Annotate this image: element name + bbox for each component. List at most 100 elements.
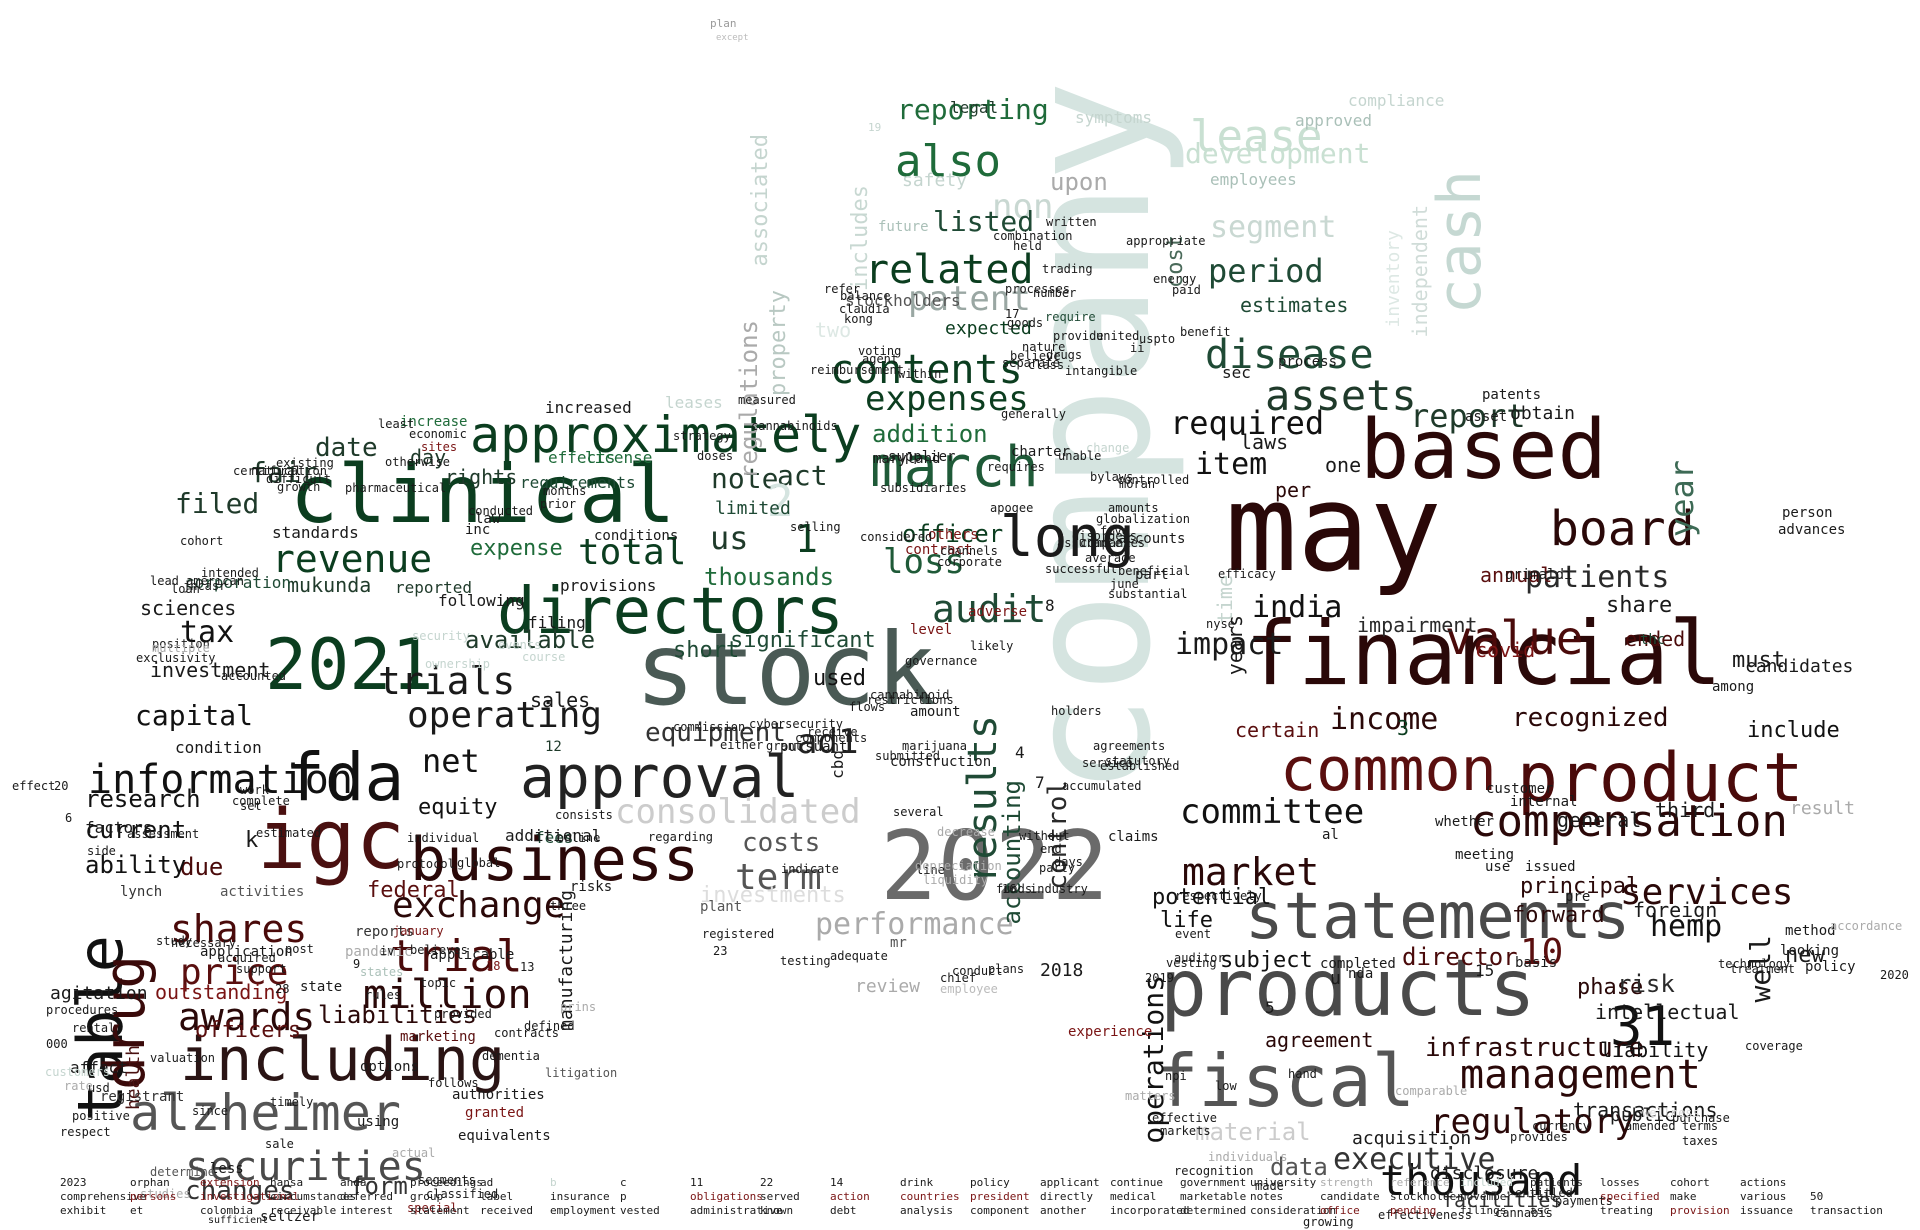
word-2019: 2019: [1145, 971, 1174, 985]
word-directly: directly: [1040, 1190, 1093, 1203]
word-adequate: adequate: [830, 949, 888, 963]
word-economic: economic: [409, 427, 467, 441]
word-information: information: [88, 757, 353, 803]
word-made: made: [1255, 1179, 1284, 1193]
word-follows: follows: [428, 1076, 479, 1090]
word-intangible: intangible: [1065, 364, 1138, 378]
word-average: average: [1085, 551, 1136, 565]
word-available: available: [465, 626, 596, 654]
word-2022: 2022: [880, 812, 1109, 922]
word-course: course: [522, 650, 566, 664]
word-group: group: [410, 1190, 444, 1203]
word-energy: energy: [1153, 272, 1197, 286]
word-increased: increased: [545, 398, 632, 417]
word-provides: provides: [1510, 1130, 1568, 1144]
word-subject: subject: [1220, 948, 1313, 973]
word-segment: segment: [1210, 210, 1337, 245]
word-markets: markets: [1160, 1124, 1211, 1138]
word-candidates: candidates: [1745, 656, 1854, 677]
word-procedures: procedures: [46, 1003, 119, 1017]
word-annual: annual: [1480, 563, 1553, 587]
word-authorities: authorities: [452, 1087, 545, 1103]
word-trading: trading: [1042, 262, 1093, 276]
word-vested: vested: [620, 1204, 660, 1217]
word-material: material: [1195, 1118, 1311, 1146]
word-included: included: [1460, 1176, 1513, 1189]
word-p: p: [620, 1190, 627, 1203]
word-price: price: [180, 952, 289, 993]
word-january: january: [393, 924, 444, 938]
word-certification: certification: [233, 464, 327, 478]
word-served: served: [760, 1190, 800, 1203]
word-2: 2: [767, 476, 794, 527]
word-npi: npi: [1165, 1069, 1187, 1083]
word-construction: construction: [890, 754, 992, 770]
word-16: 16: [1002, 882, 1017, 896]
word-otherwise: otherwise: [385, 455, 451, 469]
word-hemp: hemp: [1650, 909, 1723, 944]
word-without: without: [1019, 829, 1070, 843]
word-transaction: transaction: [1810, 1204, 1883, 1217]
word-litigation: litigation: [545, 1066, 618, 1080]
word-11: 11: [690, 1176, 704, 1189]
word-board: board: [1550, 501, 1695, 557]
word-ad1: ad1: [797, 722, 859, 762]
word-laws: laws: [1240, 430, 1289, 454]
word-million: million: [363, 972, 532, 1018]
word-ended: ended: [1625, 627, 1686, 651]
word-individual: individual: [407, 831, 480, 845]
word-per: per: [1275, 478, 1312, 502]
word-trials: trials: [378, 659, 516, 703]
word-disorders: disorders: [1072, 529, 1138, 543]
word-management: management: [1460, 1052, 1701, 1098]
word-adverse: adverse: [968, 604, 1028, 620]
word-balance: balance: [840, 289, 891, 303]
word-generally: generally: [1001, 407, 1067, 421]
word-person: person: [1782, 505, 1833, 521]
word-services: services: [1620, 872, 1794, 913]
word-growing: growing: [1303, 1215, 1354, 1229]
word-drink: drink: [900, 1176, 934, 1189]
word-inventory: inventory: [1383, 230, 1404, 328]
word-mukunda: mukunda: [287, 573, 372, 597]
word-part: part: [1135, 567, 1169, 583]
word-service: service: [1082, 756, 1133, 770]
word-certain: certain: [1235, 718, 1320, 742]
word-make: make: [1670, 1190, 1697, 1203]
word-accounts: accounts: [1118, 531, 1186, 547]
word-note: note: [711, 462, 779, 495]
word-report: report: [1410, 397, 1526, 435]
word-goods: goods: [1007, 316, 1044, 330]
word-officers: officers: [195, 1018, 301, 1043]
word-orphan: orphan: [130, 1176, 170, 1189]
word-hansa: hansa: [270, 1176, 304, 1189]
word-drugs: drugs: [1046, 348, 1083, 362]
word-4: 4: [1015, 743, 1025, 762]
word-prins: prins: [560, 1000, 597, 1014]
word-testing: testing: [780, 954, 831, 968]
word-rental: rental: [72, 1021, 116, 1035]
word-18: 18: [486, 959, 501, 973]
word-globalization: globalization: [1096, 512, 1190, 526]
word-year: year: [1663, 460, 1701, 538]
word-event: event: [1175, 927, 1212, 941]
word-short: short: [673, 638, 740, 663]
word-special: special: [407, 1201, 458, 1215]
word-whether: whether: [1435, 814, 1495, 830]
word-studies: studies: [140, 1187, 191, 1201]
word-colombia: colombia: [200, 1204, 253, 1217]
word-reference: reference: [1390, 1176, 1450, 1189]
word-executive: executive: [1333, 1142, 1496, 1177]
word-effective: effective: [1152, 1111, 1218, 1125]
word-8: 8: [1045, 596, 1055, 615]
word-either: either: [720, 738, 764, 752]
word-statement: statement: [410, 1204, 470, 1217]
word-additional: additional: [505, 826, 602, 845]
word-22: 22: [760, 1176, 774, 1189]
word-substantial: substantial: [1108, 587, 1188, 601]
word-refer: refer: [824, 282, 861, 296]
word-known: known: [760, 1204, 794, 1217]
word-legal: legal: [950, 98, 999, 117]
word-changes: changes: [185, 1176, 295, 1206]
word-interest: interest: [340, 1204, 393, 1217]
